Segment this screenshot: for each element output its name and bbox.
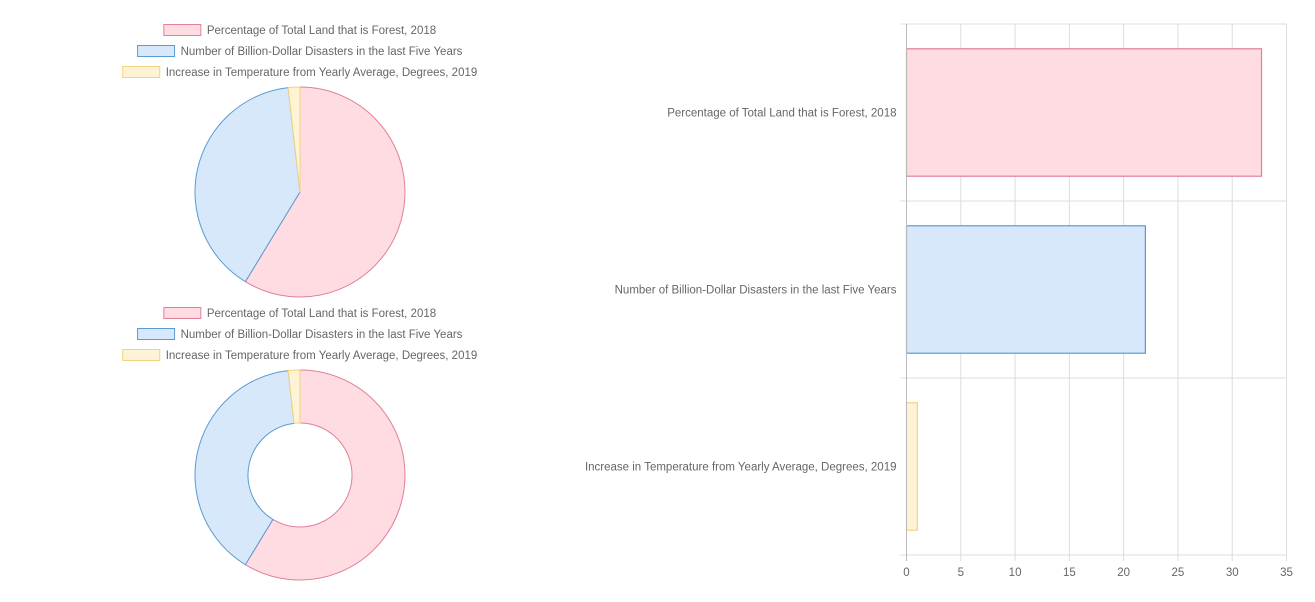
x-tick-label: 25: [1172, 567, 1185, 579]
doughnut-slice: [194, 370, 295, 566]
pie-legend: Percentage of Total Land that is Forest,…: [122, 24, 478, 79]
y-tick-label: Increase in Temperature from Yearly Aver…: [585, 462, 897, 474]
doughnut-chart: [194, 369, 406, 581]
x-tick-label: 15: [1063, 567, 1076, 579]
x-tick-label: 0: [903, 567, 909, 579]
legend-label: Increase in Temperature from Yearly Aver…: [166, 67, 478, 79]
bar: [905, 402, 918, 531]
pie-slice: [244, 86, 406, 298]
pie-slice: [194, 87, 301, 283]
doughnut-slice: [287, 369, 301, 424]
legend-swatch: [122, 66, 161, 78]
x-tick-label: 30: [1226, 567, 1239, 579]
legend-label: Number of Billion-Dollar Disasters in th…: [181, 46, 463, 58]
legend-label: Percentage of Total Land that is Forest,…: [207, 25, 436, 37]
horizontal-bar-chart: 0 5 10 15 20 25 30 35 Percentage of Total Land t…: [585, 23, 1293, 579]
legend-label: Percentage of Total Land that is Forest,…: [207, 308, 436, 320]
y-tick-label: Percentage of Total Land that is Forest,…: [667, 108, 896, 120]
bar: [905, 48, 1263, 177]
doughnut-legend: Percentage of Total Land that is Forest,…: [122, 307, 478, 362]
legend-swatch: [137, 45, 176, 57]
bar: [905, 225, 1146, 354]
y-tick-label: Number of Billion-Dollar Disasters in th…: [615, 285, 897, 297]
x-tick-label: 35: [1280, 567, 1293, 579]
legend-label: Number of Billion-Dollar Disasters in th…: [181, 329, 463, 341]
legend-swatch: [163, 24, 202, 36]
legend-swatch: [163, 307, 202, 319]
legend-swatch: [122, 349, 161, 361]
pie-chart: [194, 86, 406, 298]
legend-label: Increase in Temperature from Yearly Aver…: [166, 350, 478, 362]
doughnut-slice: [244, 369, 406, 581]
x-tick-label: 20: [1117, 567, 1130, 579]
x-tick-label: 10: [1009, 567, 1022, 579]
pie-slice: [287, 86, 301, 193]
x-tick-label: 5: [958, 567, 964, 579]
legend-swatch: [137, 328, 176, 340]
